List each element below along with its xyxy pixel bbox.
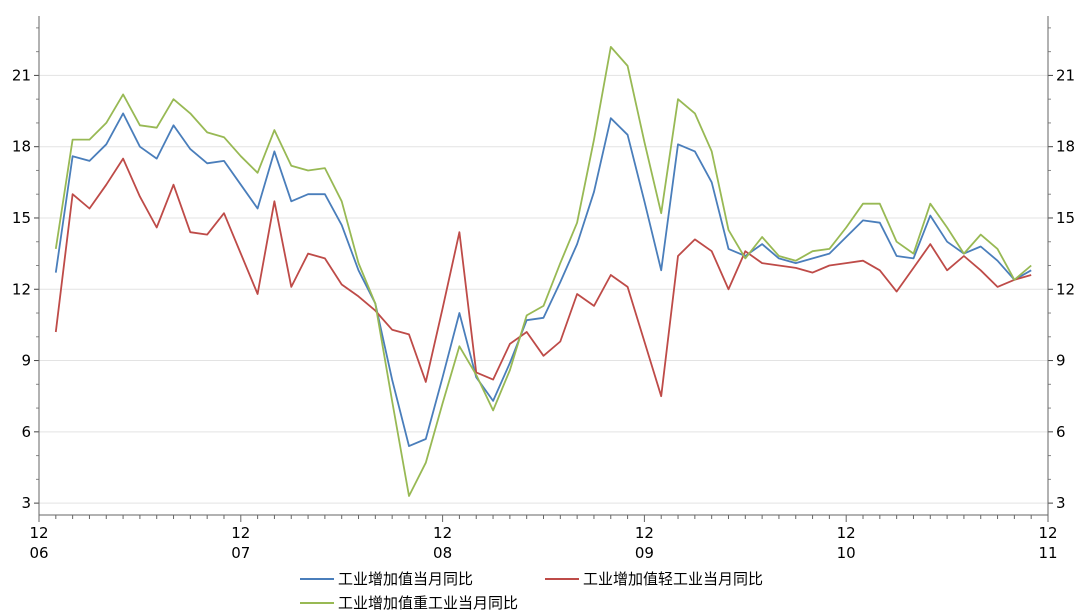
x-tick-label-bottom: 09	[635, 544, 654, 562]
x-tick-label-top: 12	[1038, 524, 1057, 542]
series-line-0	[54, 112, 1032, 448]
y-tick-label-right: 15	[1056, 209, 1075, 227]
legend-label-2: 工业增加值重工业当月同比	[338, 594, 519, 612]
x-tick-label-top: 12	[635, 524, 654, 542]
legend-label-0: 工业增加值当月同比	[338, 570, 474, 588]
x-tick-label-top: 12	[29, 524, 48, 542]
y-tick-label-left: 9	[21, 352, 31, 370]
legend-item-series-0: 工业增加值当月同比	[300, 568, 473, 589]
y-tick-label-left: 6	[21, 423, 31, 441]
legend-item-series-1: 工业增加值轻工业当月同比	[545, 568, 763, 589]
x-tick-label-top: 12	[231, 524, 250, 542]
x-tick-label-bottom: 08	[433, 544, 452, 562]
series-line-2	[54, 46, 1032, 497]
y-tick-label-left: 15	[12, 209, 31, 227]
x-tick-label-bottom: 11	[1038, 544, 1057, 562]
y-tick-label-left: 18	[12, 138, 31, 156]
y-tick-label-left: 12	[12, 280, 31, 298]
y-tick-label-right: 12	[1056, 280, 1075, 298]
legend-label-1: 工业增加值轻工业当月同比	[583, 570, 764, 588]
y-tick-label-right: 9	[1056, 352, 1066, 370]
legend-swatch-1	[545, 577, 579, 580]
series-line-1	[54, 157, 1032, 398]
x-tick-label-top: 12	[433, 524, 452, 542]
x-tick-label-top: 12	[837, 524, 856, 542]
y-tick-label-right: 3	[1056, 494, 1066, 512]
legend-swatch-2	[300, 601, 334, 604]
y-tick-label-right: 18	[1056, 138, 1075, 156]
x-tick-label-bottom: 06	[29, 544, 48, 562]
y-tick-label-right: 21	[1056, 66, 1075, 84]
x-tick-label-bottom: 10	[837, 544, 856, 562]
legend-item-series-2: 工业增加值重工业当月同比	[300, 592, 518, 613]
legend-swatch-0	[300, 577, 334, 580]
x-tick-label-bottom: 07	[231, 544, 250, 562]
y-tick-label-left: 21	[12, 66, 31, 84]
y-tick-label-right: 6	[1056, 423, 1066, 441]
y-tick-label-left: 3	[21, 494, 31, 512]
